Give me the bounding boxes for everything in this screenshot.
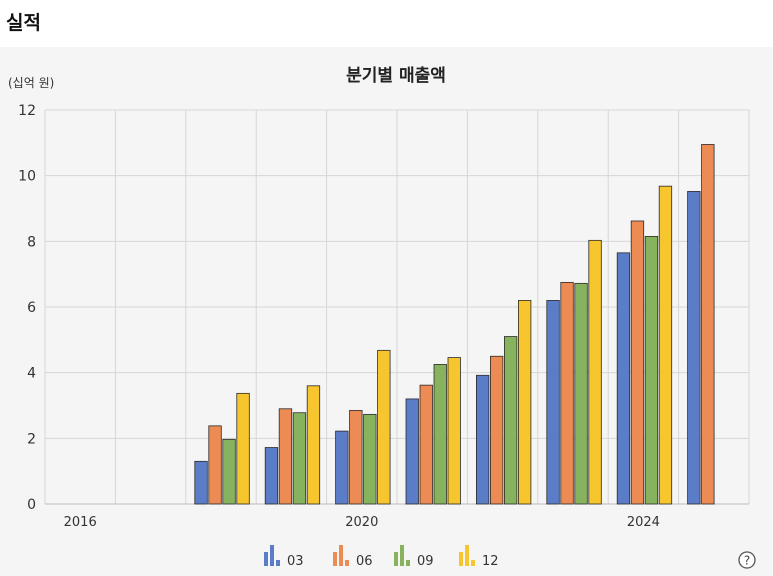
bar-06-2018 [208,425,222,505]
bar-03-2021 [405,398,419,505]
help-glyph: ? [744,554,750,568]
bar-03-2018 [194,460,208,505]
y-tick-label: 4 [27,366,36,382]
bar-09-2022 [503,336,518,505]
help-icon[interactable]: ? [738,551,756,569]
legend-label: 03 [287,554,304,569]
bar-03-2019 [264,447,279,505]
y-tick-label: 12 [18,103,36,119]
legend-bar-icon [406,560,410,566]
bar-09-2019 [292,412,307,505]
bar-12-2018 [236,392,250,505]
bar-03-2022 [475,374,490,505]
legend-bar-icon [270,545,274,566]
bar-09-2023 [574,282,588,505]
bar-12-2021 [447,357,461,505]
legend: 03 06 09 12 [264,545,499,569]
bar-06-2020 [349,410,363,505]
bar-03-2024 [616,252,631,505]
legend-bar-icon [400,545,404,566]
legend-item-09[interactable]: 09 [394,545,434,569]
legend-bar-icon [333,552,337,566]
y-tick-label: 10 [18,169,36,185]
unit-label: (십억 원) [8,76,54,90]
y-tick-label: 0 [27,497,36,513]
bar-12-2024 [658,185,673,505]
bar-06-2019 [278,408,293,505]
legend-label: 09 [417,554,434,569]
bar-09-2024 [644,236,659,505]
bar-03-2025 [687,191,701,505]
x-tick-label: 2016 [64,515,97,530]
legend-bar-icon [339,545,343,566]
legend-bar-icon [276,560,280,566]
bar-03-2020 [335,430,349,505]
legend-label: 06 [356,554,373,569]
bar-03-2023 [546,300,560,505]
bar-06-2025 [701,144,715,505]
bar-06-2021 [419,384,433,505]
y-tick-label: 6 [27,300,36,316]
y-tick-label: 8 [27,234,36,250]
bar-12-2023 [588,239,602,505]
legend-item-06[interactable]: 06 [333,545,373,569]
x-tick-label: 2020 [345,515,378,530]
chart-panel: 분기별 매출액 (십억 원) 0 2 4 6 8 10 12 2016 2020 2024 03 0… [0,47,773,576]
bar-09-2021 [433,364,447,505]
bar-06-2024 [630,220,645,505]
x-tick-label: 2024 [627,515,660,530]
bar-06-2023 [560,281,574,505]
section-title: 실적 [6,12,41,34]
bar-09-2020 [363,413,377,505]
bar-09-2018 [222,438,236,505]
legend-bar-icon [345,560,349,566]
chart-title: 분기별 매출액 [346,66,446,86]
legend-bar-icon [471,560,475,566]
y-tick-label: 2 [27,431,36,447]
legend-item-12[interactable]: 12 [459,545,499,569]
bar-12-2022 [518,300,532,505]
legend-item-03[interactable]: 03 [264,545,304,569]
legend-bar-icon [264,552,268,566]
bar-12-2020 [377,349,391,505]
legend-bar-icon [465,545,469,566]
bar-06-2022 [489,355,504,505]
legend-label: 12 [482,554,499,569]
legend-bar-icon [459,552,463,566]
axis-layer: 0 2 4 6 8 10 12 2016 2020 2024 [18,103,660,530]
bar-12-2019 [306,385,321,505]
bars-layer [194,144,715,505]
legend-bar-icon [394,552,398,566]
